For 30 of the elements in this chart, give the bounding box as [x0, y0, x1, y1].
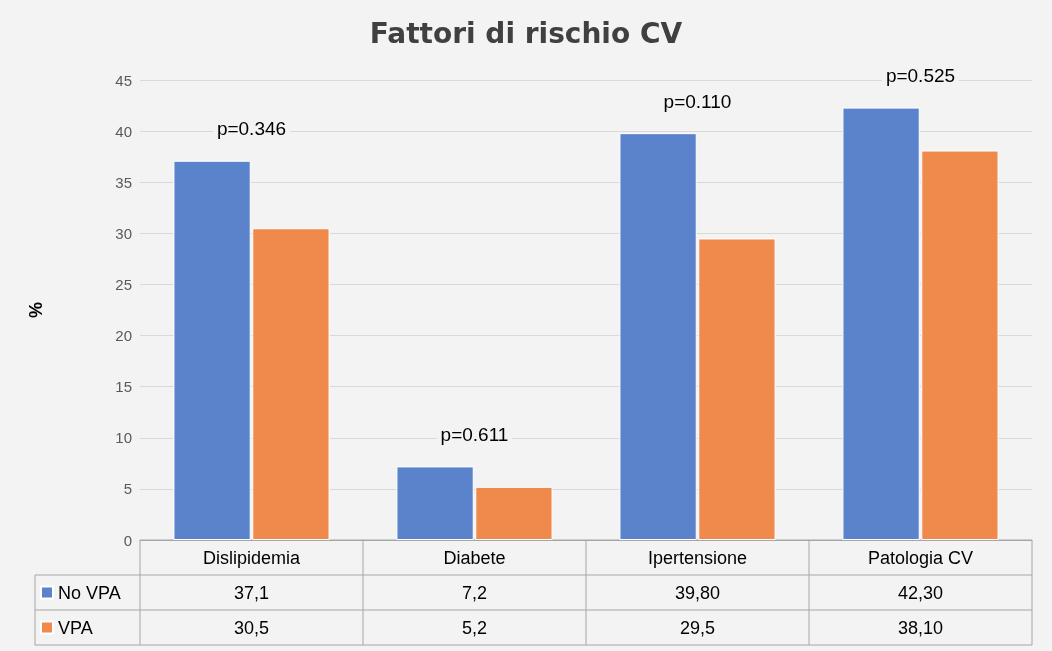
chart-title: Fattori di rischio CV — [369, 16, 683, 50]
y-tick-label: 35 — [115, 173, 132, 191]
annotation: p=0.346 — [216, 118, 287, 140]
x-tick-label: Patologia CV — [867, 547, 974, 568]
data-label: 39,80 — [674, 582, 721, 603]
y-tick-label: 15 — [115, 378, 132, 396]
y-tick-label: 45 — [115, 71, 132, 89]
y-tick-label: 10 — [115, 429, 132, 447]
annotation: p=0.611 — [440, 423, 509, 445]
x-tick-label: Diabete — [443, 547, 506, 568]
data-label: 38,10 — [897, 617, 944, 638]
x-tick-label: Ipertensione — [647, 547, 748, 568]
y-tick-label: 30 — [115, 224, 132, 242]
annotation: p=0.110 — [663, 90, 732, 112]
legend-label: VPA — [58, 617, 93, 638]
data-label: 5,2 — [461, 617, 488, 638]
annotation: p=0.525 — [885, 65, 956, 87]
legend-label: No VPA — [58, 582, 121, 603]
data-label: 42,30 — [897, 582, 944, 603]
y-tick-label: 20 — [115, 327, 132, 345]
data-label: 37,1 — [233, 582, 270, 603]
y-axis-title: % — [26, 301, 46, 319]
y-tick-label: 5 — [123, 480, 132, 498]
data-label: 29,5 — [679, 617, 716, 638]
y-tick-label: 0 — [123, 531, 132, 549]
y-tick-label: 25 — [115, 275, 132, 293]
data-label: 30,5 — [233, 617, 270, 638]
y-tick-label: 40 — [115, 122, 132, 140]
data-label: 7,2 — [461, 582, 488, 603]
x-tick-label: Dislipidemia — [202, 547, 301, 568]
